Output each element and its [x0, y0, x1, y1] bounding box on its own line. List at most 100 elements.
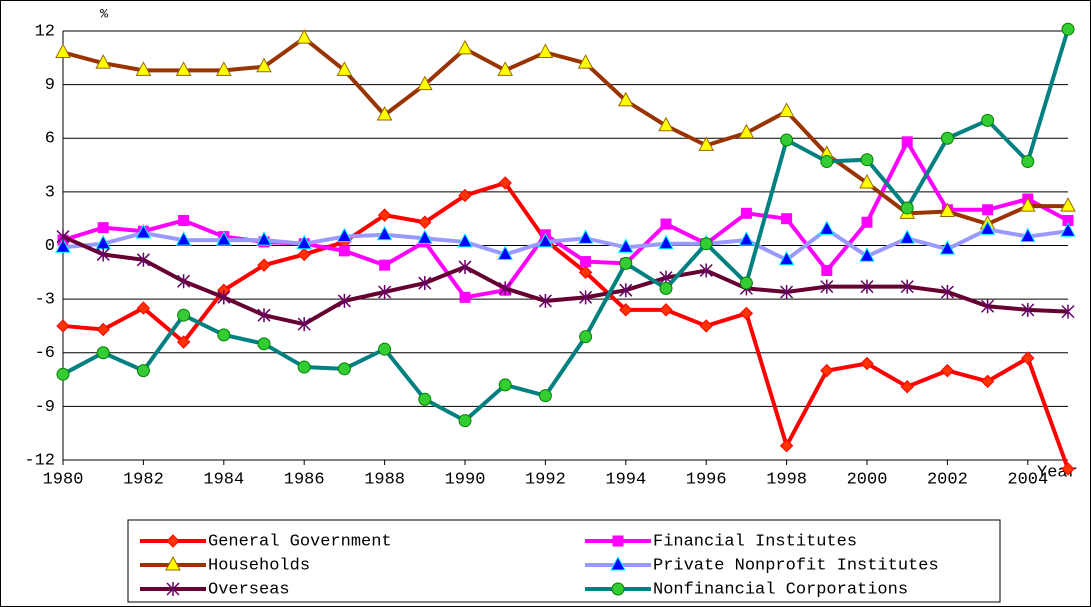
marker	[337, 362, 351, 376]
marker	[1061, 462, 1075, 476]
y-tick-label: -9	[35, 398, 55, 417]
series-line	[62, 35, 1068, 227]
y-tick-label: 9	[45, 76, 55, 95]
marker	[217, 328, 231, 342]
marker	[579, 290, 593, 305]
marker	[95, 54, 112, 69]
marker	[458, 188, 472, 203]
marker	[337, 293, 351, 308]
marker	[215, 231, 232, 246]
marker	[135, 61, 152, 76]
marker	[166, 582, 180, 596]
marker	[97, 222, 109, 234]
marker	[457, 232, 473, 248]
marker	[610, 555, 626, 571]
marker	[377, 208, 392, 222]
series-line	[62, 226, 1069, 263]
x-tick-label: 1994	[605, 470, 646, 489]
marker	[498, 281, 512, 296]
legend-label: Households	[208, 556, 310, 575]
x-tick-label: 1988	[364, 470, 405, 489]
marker	[416, 229, 433, 244]
marker	[297, 317, 311, 332]
marker	[698, 136, 715, 151]
marker	[1021, 154, 1035, 168]
marker	[376, 225, 393, 241]
y-tick-label: -12	[24, 451, 55, 470]
marker	[257, 258, 271, 272]
marker	[981, 299, 995, 314]
marker	[577, 54, 594, 69]
marker	[619, 256, 633, 270]
y-tick-label: 3	[45, 183, 55, 202]
marker	[659, 281, 673, 295]
marker	[619, 283, 633, 298]
marker	[165, 555, 181, 571]
marker	[1021, 351, 1035, 365]
legend-label: Financial Institutes	[653, 532, 857, 551]
marker	[537, 232, 554, 248]
marker	[1060, 197, 1076, 212]
marker	[940, 363, 955, 378]
marker	[738, 123, 755, 139]
x-tick-label: 1986	[284, 470, 325, 489]
marker	[418, 276, 432, 291]
y-axis-label: %	[100, 6, 108, 21]
marker	[979, 220, 996, 235]
marker	[56, 319, 70, 333]
marker	[900, 279, 914, 294]
marker	[497, 245, 514, 260]
marker	[457, 39, 473, 55]
marker	[821, 265, 833, 277]
marker	[739, 306, 754, 321]
legend-label: Overseas	[208, 580, 290, 599]
marker	[658, 116, 674, 132]
marker	[861, 216, 873, 228]
marker	[699, 263, 713, 278]
y-tick-label: -3	[35, 291, 55, 310]
marker	[376, 105, 393, 121]
marker	[1061, 304, 1075, 319]
marker	[1061, 22, 1075, 36]
marker	[55, 43, 71, 58]
marker	[899, 229, 916, 244]
marker	[538, 389, 552, 403]
marker	[940, 131, 954, 145]
marker	[458, 259, 472, 274]
marker	[418, 215, 432, 229]
x-tick-label: 1980	[43, 470, 84, 489]
marker	[939, 240, 956, 255]
marker	[56, 367, 70, 381]
marker	[177, 274, 191, 289]
marker	[1021, 302, 1035, 317]
marker	[939, 202, 956, 218]
marker	[781, 213, 793, 225]
marker	[779, 438, 794, 453]
marker	[217, 290, 231, 305]
x-tick-label: 1984	[203, 470, 244, 489]
marker	[578, 265, 593, 280]
marker	[166, 534, 180, 548]
marker	[459, 291, 471, 303]
x-tick-label: 1990	[445, 470, 486, 489]
y-tick-label: -6	[35, 344, 55, 363]
marker	[336, 61, 353, 76]
x-tick-label: 1982	[123, 470, 164, 489]
marker	[940, 284, 954, 299]
marker	[860, 279, 874, 294]
legend-label: General Government	[208, 532, 392, 551]
marker	[136, 301, 151, 315]
marker	[296, 29, 313, 44]
marker	[820, 154, 834, 168]
marker	[739, 276, 753, 290]
marker	[658, 234, 674, 250]
marker	[378, 284, 392, 299]
marker	[1019, 227, 1036, 243]
marker	[338, 245, 350, 257]
marker	[256, 231, 272, 246]
marker	[738, 231, 755, 246]
marker	[860, 153, 874, 167]
marker	[257, 308, 271, 323]
marker	[537, 43, 554, 58]
y-tick-label: 0	[45, 237, 55, 256]
